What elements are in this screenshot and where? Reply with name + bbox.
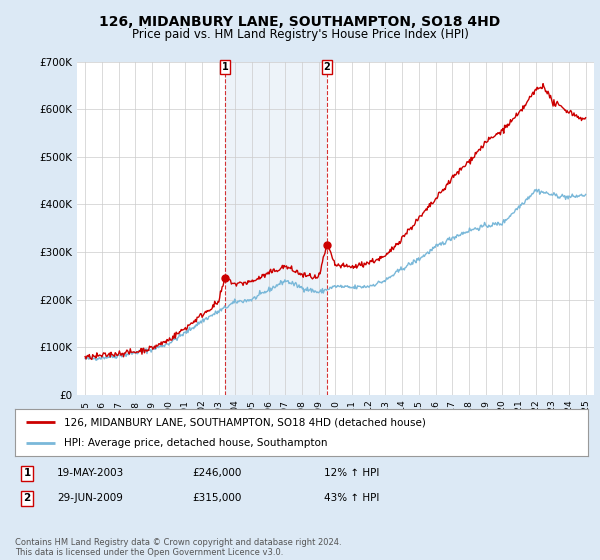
Text: 12% ↑ HPI: 12% ↑ HPI [324, 468, 379, 478]
Text: 126, MIDANBURY LANE, SOUTHAMPTON, SO18 4HD (detached house): 126, MIDANBURY LANE, SOUTHAMPTON, SO18 4… [64, 417, 425, 427]
Text: 2: 2 [323, 62, 330, 72]
Text: 1: 1 [23, 468, 31, 478]
Text: £246,000: £246,000 [192, 468, 241, 478]
Text: Price paid vs. HM Land Registry's House Price Index (HPI): Price paid vs. HM Land Registry's House … [131, 28, 469, 41]
Text: 126, MIDANBURY LANE, SOUTHAMPTON, SO18 4HD: 126, MIDANBURY LANE, SOUTHAMPTON, SO18 4… [100, 15, 500, 29]
Text: HPI: Average price, detached house, Southampton: HPI: Average price, detached house, Sout… [64, 438, 327, 448]
Text: £315,000: £315,000 [192, 493, 241, 503]
Text: 2: 2 [23, 493, 31, 503]
Bar [225, 62, 327, 395]
Text: 43% ↑ HPI: 43% ↑ HPI [324, 493, 379, 503]
Text: 29-JUN-2009: 29-JUN-2009 [57, 493, 123, 503]
Text: 19-MAY-2003: 19-MAY-2003 [57, 468, 124, 478]
Text: Contains HM Land Registry data © Crown copyright and database right 2024.
This d: Contains HM Land Registry data © Crown c… [15, 538, 341, 557]
Text: 1: 1 [221, 62, 229, 72]
